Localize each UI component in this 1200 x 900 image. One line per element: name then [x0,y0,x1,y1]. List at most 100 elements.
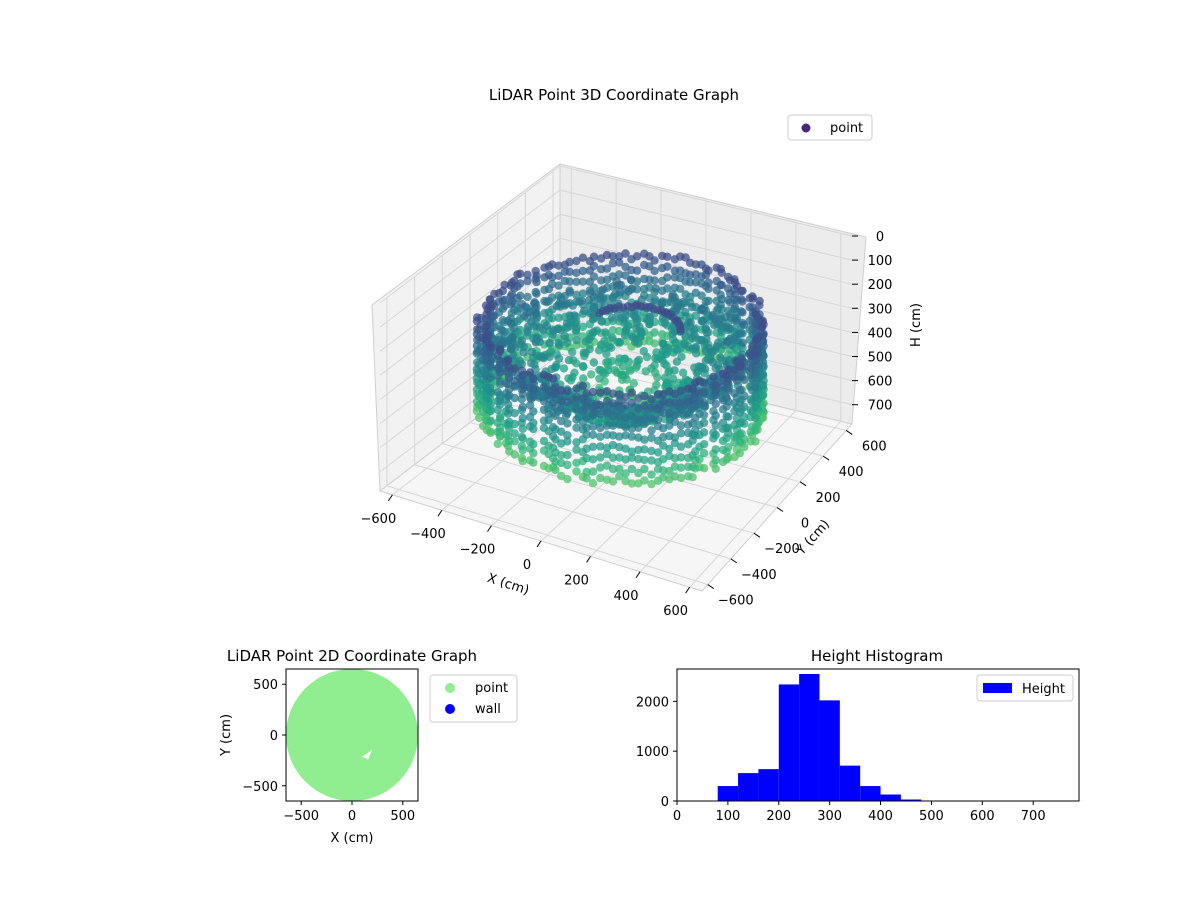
point-3d [653,448,663,457]
point-3d [650,266,659,276]
point-3d [700,364,710,374]
point-3d [523,292,532,302]
point-3d [529,424,538,434]
point-3d [518,424,527,433]
point-3d [634,423,643,432]
point-3d [634,339,643,348]
point-3d [554,281,563,290]
point-3d [596,432,605,441]
point-3d [684,397,693,406]
x-tick-label: −500 [283,809,319,824]
point-3d [653,415,663,424]
point-3d [697,291,706,300]
point-3d [676,453,686,462]
histogram-bar [738,773,759,801]
point-3d [653,390,663,399]
point-3d [746,351,755,360]
y-tick-label: 0 [801,517,809,532]
point-3d [691,342,700,352]
point-3d [582,444,591,453]
point-3d [563,419,572,428]
point-3d [557,405,566,415]
point-3d [542,298,551,307]
point-3d [582,413,591,422]
point-3d [485,394,495,403]
point-3d [653,436,663,445]
point-3d [627,464,636,474]
point-3d [676,442,686,451]
point-3d [588,387,598,397]
point-3d [579,306,589,316]
point-3d [621,249,630,258]
point-3d [647,395,656,404]
chart-3d-y-label: Y (cm) [793,517,833,559]
y-tick-label: 2000 [636,695,669,710]
chart-3d-legend-marker [801,123,811,133]
point-3d [615,442,624,452]
point-3d [620,370,630,380]
point-3d [746,413,755,422]
point-3d [627,388,636,397]
point-3d [641,367,650,376]
point-3d [632,315,642,324]
point-3d [608,477,618,486]
point-3d [572,384,581,393]
point-3d [578,361,588,371]
point-3d [684,384,693,393]
point-3d [602,349,611,359]
chart-histogram: Height Histogram 0 100 200 300 400 500 600 7000… [636,647,1085,824]
histogram-legend: Height [976,674,1074,702]
point-3d [730,365,739,374]
point-3d [563,323,572,332]
point-3d [663,262,672,271]
point-3d [486,416,495,425]
point-3d [572,336,581,345]
z-tick-label: 100 [868,254,893,269]
point-3d [746,363,755,372]
point-3d [596,400,605,410]
point-3d [596,463,605,472]
point-3d [563,386,572,396]
point-3d [717,295,726,304]
point-3d [578,266,588,276]
point-3d [663,284,672,293]
legend-wall-label: wall [475,702,501,717]
point-3d [551,411,560,420]
point-3d [718,457,728,467]
point-3d [668,374,678,383]
point-3d [508,338,517,347]
point-3d [572,445,581,454]
point-3d [615,420,624,429]
point-3d [608,431,618,440]
point-3d [751,336,760,346]
point-3d [588,403,598,413]
point-3d [615,288,625,297]
point-3d [746,437,755,446]
point-3d [640,419,649,429]
z-tick-label: 600 [868,375,893,390]
point-3d [684,440,693,449]
point-3d [529,392,538,402]
point-3d [678,368,688,377]
chart-3d-z-ticks: 0 100 200 300 400 500 600 700 [852,230,892,414]
point-3d [554,271,563,280]
point-3d [585,335,594,344]
y-tick-label: 0 [270,729,278,744]
point-3d [544,415,553,425]
point-3d [532,308,541,318]
point-3d [698,316,707,325]
point-3d [535,323,544,332]
point-3d [572,256,581,266]
point-3d [562,299,571,308]
point-3d [624,357,634,366]
point-3d [634,433,643,442]
point-3d [559,364,569,373]
point-3d [510,324,519,333]
point-3d [709,372,718,381]
point-3d [545,338,554,348]
point-3d [557,451,566,460]
histogram-bar [860,786,881,801]
point-3d [510,419,519,429]
point-3d [486,373,495,382]
point-3d [615,258,624,267]
